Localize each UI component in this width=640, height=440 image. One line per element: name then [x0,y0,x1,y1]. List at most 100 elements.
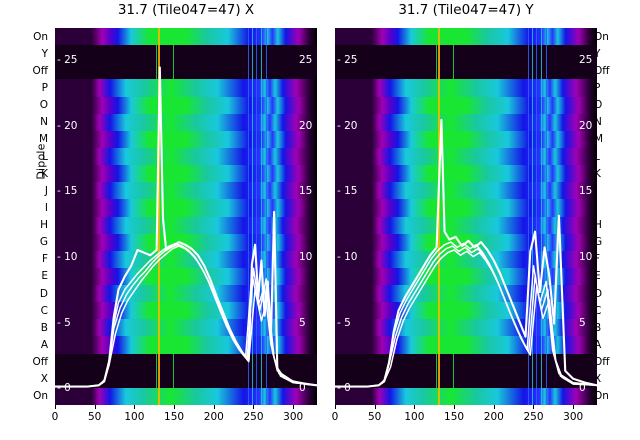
heatmap-row-20 [335,370,597,389]
heatmap-row-10 [335,199,597,218]
heatmap-row-11 [55,216,317,235]
xtick-mark-0 [335,405,336,409]
xtick-mark-200 [213,405,215,409]
inner-ytick-right-5: 5 [579,316,586,329]
trace-y-3 [335,249,597,388]
inner-ytick-right-20: 20 [299,119,313,132]
panel-y-heatmap [335,28,597,405]
xtick-label-50: 50 [368,411,382,423]
heatmap-streak-6 [260,28,262,405]
inner-ytick-0: - 0 [57,382,71,395]
xtick-mark-100 [134,405,136,409]
heatmap-row-9 [55,182,317,200]
heatmap-streak-3 [527,28,529,405]
inner-ytick-5: - 5 [57,316,71,329]
trace-x-0 [55,66,317,388]
category-label-p-3: P [594,81,601,94]
heatmap-row-5 [55,113,317,132]
heatmap-row-7 [55,147,317,166]
category-label-b-17: B [594,321,602,334]
trace-x-3 [55,245,317,388]
panel-x-traces [55,66,317,388]
heatmap-streak-0 [435,28,437,405]
heatmap-row-8 [55,165,317,183]
heatmap-streak-1 [158,28,160,405]
heatmap-row-13 [335,250,597,269]
inner-ytick-right-10: 10 [579,250,593,263]
inner-ytick-right-10: 10 [299,250,313,263]
heatmap-row-19 [335,353,597,372]
heatmap-row-3 [55,79,317,98]
inner-ytick-10: - 10 [337,250,358,263]
heatmap-streak-7 [265,28,267,405]
inner-ytick-right-25: 25 [579,53,593,66]
category-label-n-5: N [594,116,602,129]
heatmap-row-10 [55,199,317,218]
xtick-mark-300 [293,405,295,409]
heatmap-row-2 [55,62,317,80]
xtick-mark-0 [55,405,56,409]
category-label-k-8: K [41,167,48,180]
heatmap-streak-1 [438,28,440,405]
category-label-g-12: G [594,236,603,249]
inner-ytick-25: - 25 [57,53,78,66]
inner-ytick-right-25: 25 [299,53,313,66]
category-label-off-2: Off [32,64,49,77]
heatmap-streak-4 [532,28,533,405]
category-label-g-12: G [39,236,48,249]
category-label-h-11: H [40,219,48,232]
xtick-mark-200 [493,405,495,409]
xtick-label-100: 100 [404,411,425,423]
category-label-l-7: L [42,150,48,163]
heatmap-row-5 [335,113,597,132]
xtick-label-250: 250 [523,411,544,423]
panel-x-plot [55,28,317,405]
category-label-f-13: F [41,253,48,266]
category-label-c-16: C [594,304,602,317]
heatmap-row-20 [55,370,317,389]
inner-ytick-0: - 0 [337,382,351,395]
xtick-label-200: 200 [203,411,224,423]
category-label-e-14: E [41,270,48,283]
inner-ytick-20: - 20 [337,119,358,132]
inner-ytick-right-15: 15 [299,185,313,198]
heatmap-row-21 [335,387,597,405]
category-label-off-2: Off [594,64,610,77]
category-label-j-9: J [44,184,48,197]
xtick-mark-150 [174,405,176,409]
category-label-k-8: K [594,167,601,180]
category-label-y-1: Y [41,47,48,60]
category-label-i-10: I [44,201,48,214]
category-label-on-0: On [594,30,609,43]
heatmap-row-4 [55,96,317,115]
panel-y-plot [335,28,597,405]
category-label-m-6: M [38,133,48,146]
heatmap-row-21 [55,387,317,405]
heatmap-row-3 [335,79,597,98]
inner-ytick-20: - 20 [57,119,78,132]
xtick-label-300: 300 [563,411,584,423]
heatmap-row-6 [55,130,317,149]
category-label-m-6: M [594,133,604,146]
inner-ytick-right-0: 0 [579,382,586,395]
panel-y: 31.7 (Tile047=47) Y - 0 0 - 5 5 - 10 10 - 15 15… [332,0,597,440]
heatmap-row-7 [335,147,597,166]
category-label-n-5: N [40,116,48,129]
category-label-e-14: E [594,270,601,283]
xtick-mark-250 [253,405,255,409]
xtick-label-300: 300 [283,411,304,423]
panel-x: 31.7 (Tile047=47) X - 0 0 - 5 5 - 10 10 - 15 15… [52,0,317,440]
heatmap-streak-3 [247,28,249,405]
category-label-a-18: A [594,339,602,352]
category-label-on-21: On [33,390,48,403]
xtick-mark-300 [573,405,575,409]
heatmap-streak-6 [540,28,542,405]
heatmap-row-0 [335,28,597,46]
xtick-label-250: 250 [243,411,264,423]
heatmap-row-1 [335,45,597,63]
heatmap-streak-2 [453,28,455,405]
xtick-mark-250 [533,405,535,409]
xtick-label-50: 50 [88,411,102,423]
xtick-label-200: 200 [483,411,504,423]
